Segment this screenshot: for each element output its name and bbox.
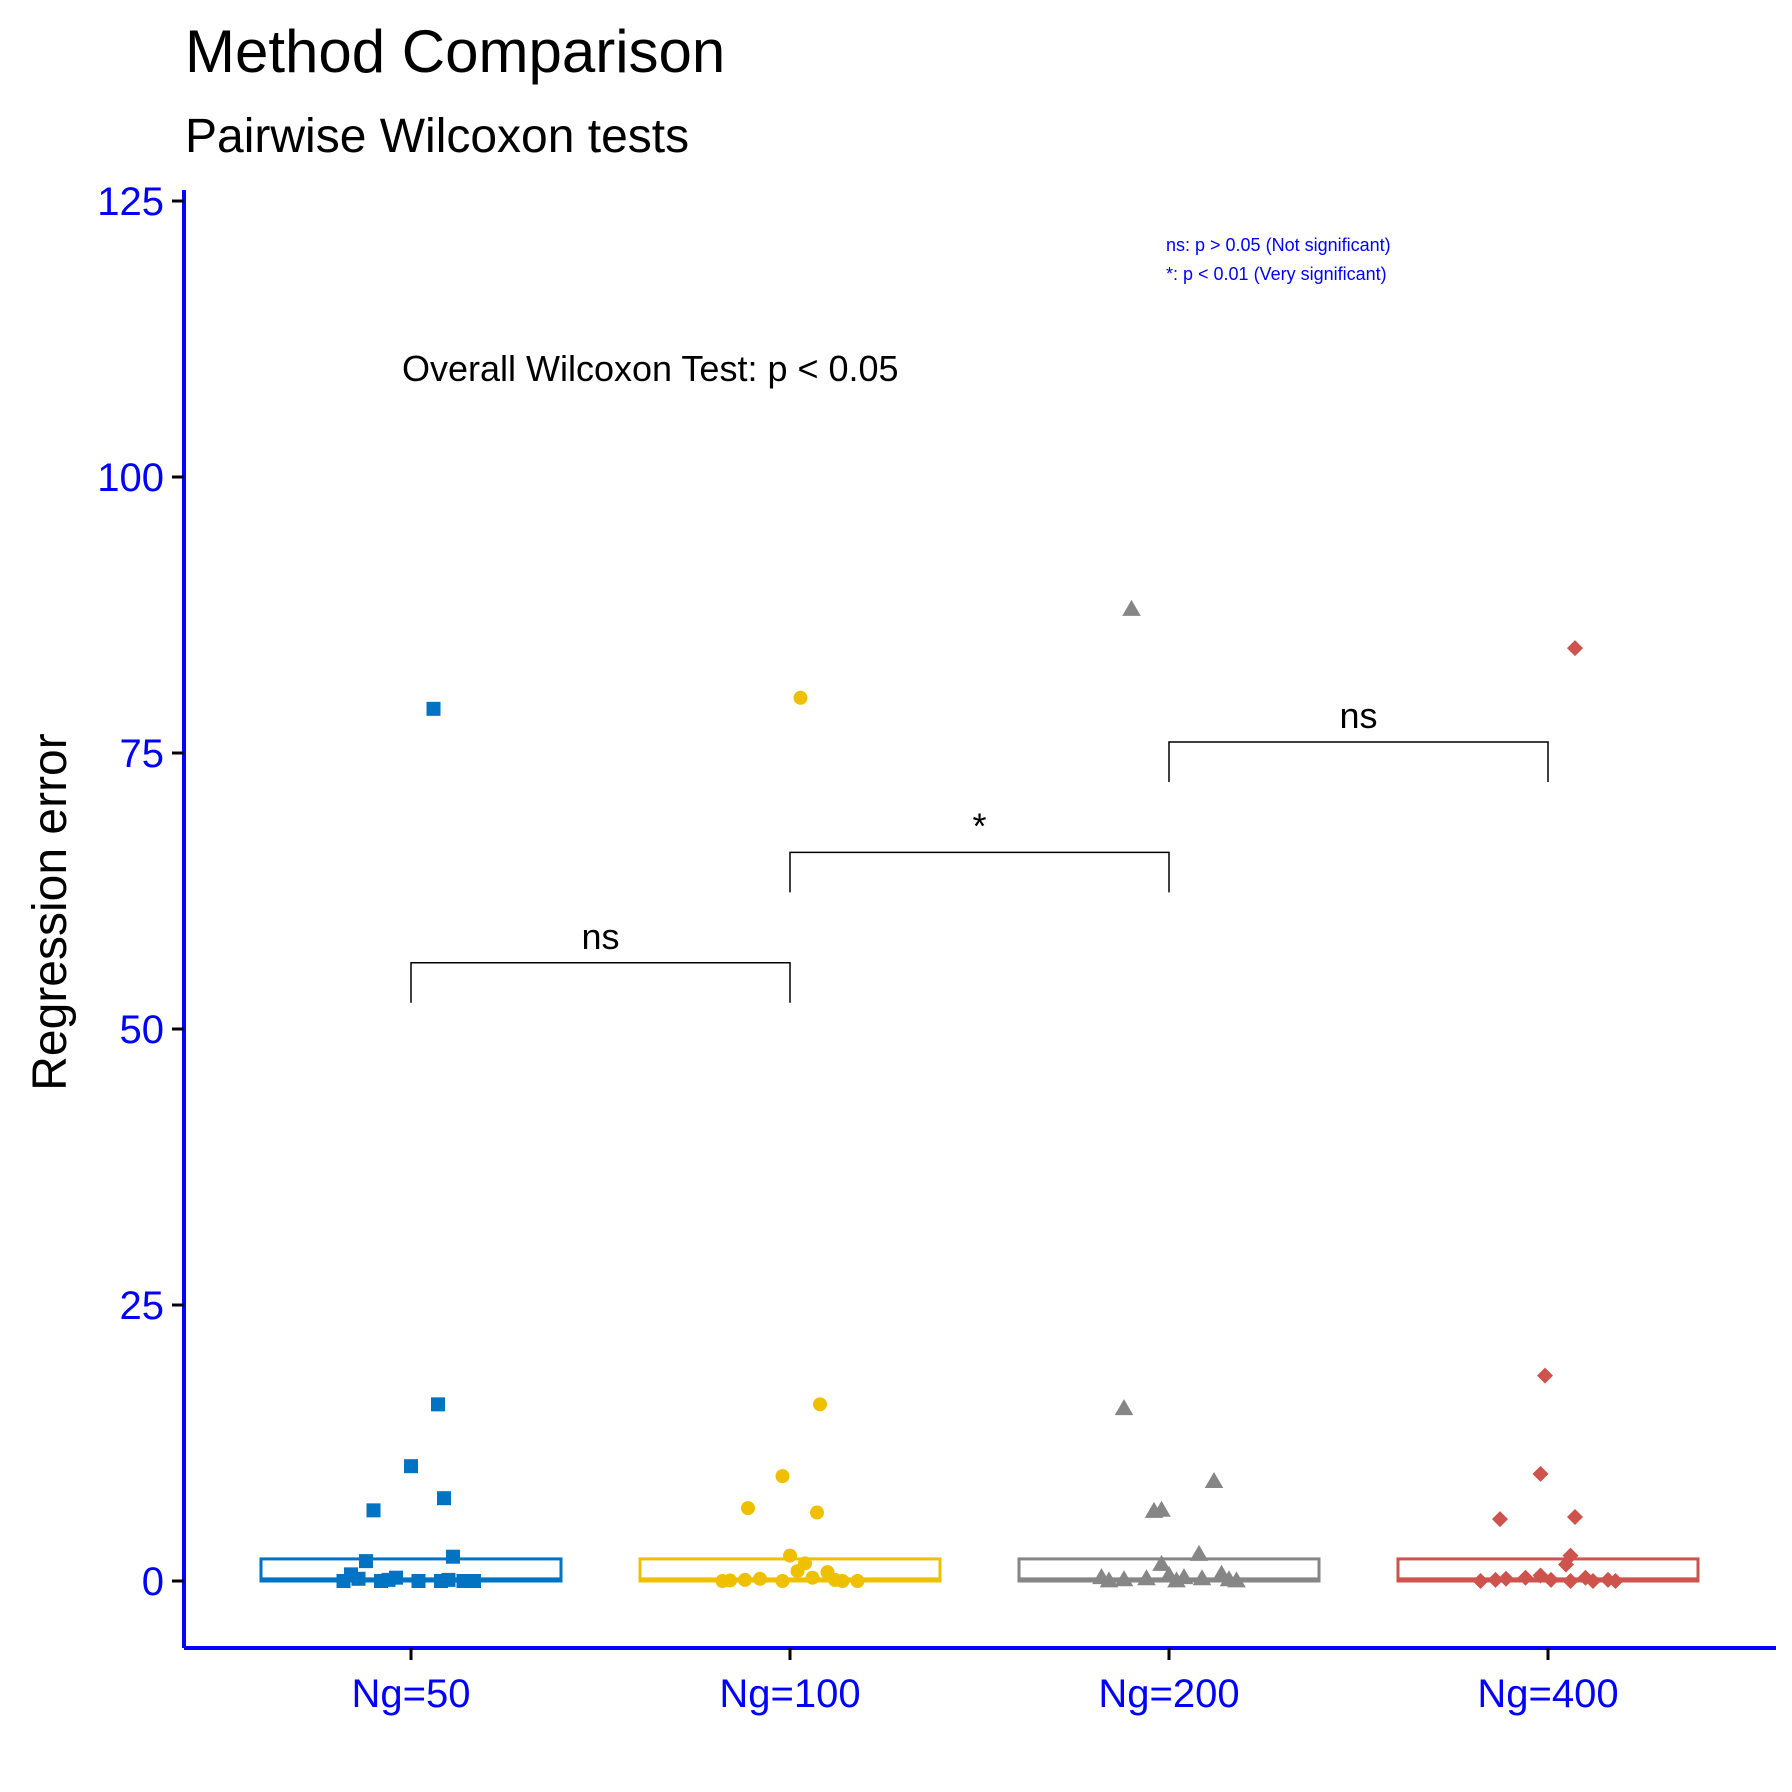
data-point [1152, 1500, 1171, 1517]
data-point [446, 1549, 460, 1564]
data-point [1114, 1399, 1134, 1416]
data-point [813, 1397, 827, 1412]
data-point [1543, 1571, 1559, 1588]
data-point [783, 1548, 797, 1563]
x-tick-label: Ng=100 [719, 1672, 860, 1716]
data-point [775, 1574, 790, 1588]
y-tick-label: 125 [97, 180, 164, 224]
data-point [1122, 599, 1141, 616]
y-tick-label: 50 [120, 1008, 165, 1052]
data-point [1558, 1556, 1574, 1573]
data-point [1492, 1511, 1508, 1528]
data-point [1219, 1570, 1239, 1587]
overall-test-annotation: Overall Wilcoxon Test: p < 0.05 [402, 348, 899, 389]
data-point [1167, 1571, 1186, 1588]
x-tick-label: Ng=200 [1098, 1672, 1239, 1716]
significance-bracket [789, 851, 1170, 893]
data-point [741, 1501, 755, 1516]
y-axis-label: Regression error [24, 733, 77, 1090]
data-point [1137, 1569, 1156, 1586]
data-point [828, 1572, 842, 1587]
data-point [437, 1491, 451, 1506]
data-point [1607, 1573, 1624, 1589]
data-point [1577, 1569, 1594, 1586]
legend-note-star: *: p < 0.01 (Very significant) [1166, 264, 1387, 284]
data-point [411, 1574, 426, 1588]
data-point [1562, 1573, 1579, 1589]
data-point [1114, 1570, 1134, 1587]
data-point [431, 1397, 445, 1412]
y-tick-label: 100 [97, 456, 164, 500]
significance-label: ns [1339, 695, 1377, 736]
data-point [359, 1554, 373, 1569]
data-point [753, 1571, 767, 1586]
data-point [1204, 1472, 1224, 1489]
data-point [1192, 1569, 1212, 1586]
significance-bracket [410, 962, 791, 1003]
data-point [790, 1564, 805, 1579]
data-point [738, 1572, 752, 1587]
significance-bracket [1168, 741, 1549, 782]
data-point [810, 1505, 824, 1520]
data-point [805, 1570, 820, 1585]
data-point [850, 1574, 865, 1588]
data-point [775, 1469, 790, 1484]
data-point [1517, 1569, 1534, 1586]
x-tick-label: Ng=50 [352, 1672, 471, 1716]
data-point [1472, 1573, 1489, 1589]
data-point [467, 1574, 481, 1588]
data-point [793, 690, 808, 705]
data-point [723, 1573, 737, 1588]
data-point [1537, 1367, 1553, 1384]
chart-title: Method Comparison [185, 18, 725, 85]
data-point [426, 701, 441, 716]
chart-subtitle: Pairwise Wilcoxon tests [185, 110, 689, 163]
data-point [1567, 640, 1583, 657]
significance-label: * [972, 805, 986, 846]
data-point [336, 1574, 351, 1588]
significance-label: ns [581, 916, 619, 957]
plot-area: 0 25 50 75 100 125 Ng=50 Ng=100 Ng=200 Ng=400 ns * n… [97, 180, 1776, 1716]
data-point [1498, 1570, 1514, 1587]
data-point [1152, 1554, 1171, 1571]
data-point [366, 1503, 381, 1518]
x-tick-label: Ng=400 [1477, 1672, 1618, 1716]
y-tick-label: 75 [120, 732, 165, 776]
data-point [1189, 1544, 1209, 1561]
legend-note-ns: ns: p > 0.05 (Not significant) [1166, 235, 1391, 255]
data-point [1567, 1508, 1583, 1525]
data-point [1532, 1465, 1549, 1482]
data-point [1487, 1571, 1504, 1588]
data-point [441, 1572, 456, 1587]
data-point [381, 1572, 396, 1587]
data-point [1099, 1571, 1119, 1588]
y-tick-label: 25 [120, 1284, 165, 1328]
y-tick-label: 0 [142, 1560, 164, 1604]
data-point [351, 1571, 366, 1586]
data-point [404, 1459, 418, 1474]
